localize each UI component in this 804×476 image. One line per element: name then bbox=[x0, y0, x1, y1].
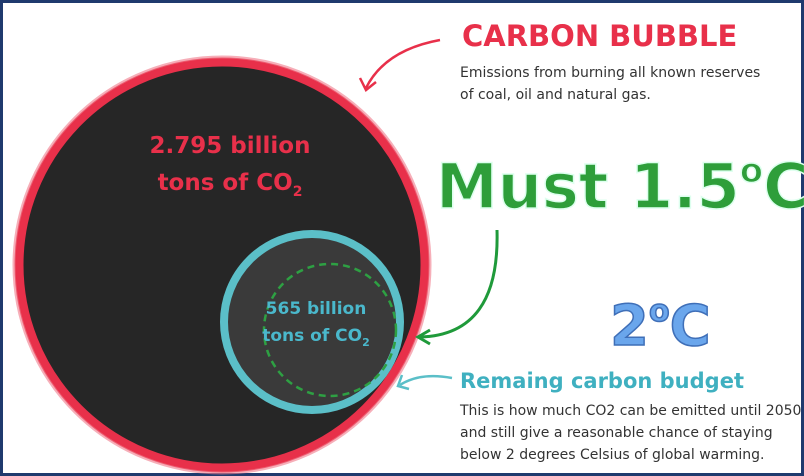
bubble-unit: tons of CO2 bbox=[158, 170, 303, 200]
unit-text: tons of CO bbox=[158, 170, 293, 196]
blue-arrow-head bbox=[396, 374, 410, 391]
bubble-description: Emissions from burning all known reserve… bbox=[460, 65, 760, 81]
budget-description: below 2 degrees Celsius of global warmin… bbox=[460, 447, 764, 463]
headline-unit: C bbox=[763, 150, 804, 223]
target-text: 2 bbox=[610, 294, 649, 359]
blue-arrow bbox=[399, 374, 453, 387]
bubble-description: of coal, oil and natural gas. bbox=[460, 87, 651, 103]
superscript: o bbox=[649, 294, 670, 329]
bubble-title: CARBON BUBBLE bbox=[462, 19, 737, 53]
green-arrow-head bbox=[415, 328, 431, 346]
subscript: 2 bbox=[293, 184, 303, 200]
red-arrow bbox=[364, 38, 441, 89]
target-circle bbox=[262, 262, 398, 398]
red-arrow-head bbox=[358, 77, 377, 92]
subscript: 2 bbox=[362, 336, 370, 349]
green-arrow bbox=[419, 229, 499, 339]
carbon-bubble-halo bbox=[12, 55, 432, 475]
bubble-amount: 2.795 billion bbox=[150, 133, 311, 159]
budget-title: Remaing carbon budget bbox=[460, 369, 744, 393]
budget-amount: 565 billion bbox=[266, 299, 367, 319]
headline: Must 1.5oC bbox=[436, 150, 804, 223]
budget-description: This is how much CO2 can be emitted unti… bbox=[459, 403, 801, 419]
unit-text: tons of CO bbox=[262, 326, 362, 346]
budget-description: and still give a reasonable chance of st… bbox=[460, 425, 773, 441]
superscript: o bbox=[740, 151, 763, 191]
budget-unit: tons of CO2 bbox=[262, 326, 370, 349]
budget-circle bbox=[220, 230, 404, 414]
headline-text: Must 1.5 bbox=[436, 150, 740, 223]
target-unit: C bbox=[670, 294, 711, 359]
target-label: 2oC bbox=[610, 294, 711, 359]
